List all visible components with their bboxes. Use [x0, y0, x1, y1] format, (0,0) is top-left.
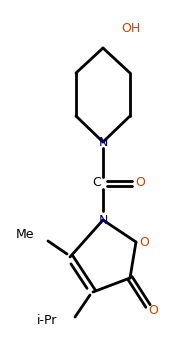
Text: O: O — [148, 304, 158, 317]
Text: O: O — [139, 235, 149, 248]
Text: N: N — [98, 135, 108, 148]
Text: i-Pr: i-Pr — [37, 314, 57, 327]
Text: Me: Me — [16, 229, 34, 242]
Text: O: O — [135, 177, 145, 190]
Text: C: C — [93, 177, 101, 190]
Text: N: N — [98, 213, 108, 226]
Text: OH: OH — [121, 22, 140, 35]
